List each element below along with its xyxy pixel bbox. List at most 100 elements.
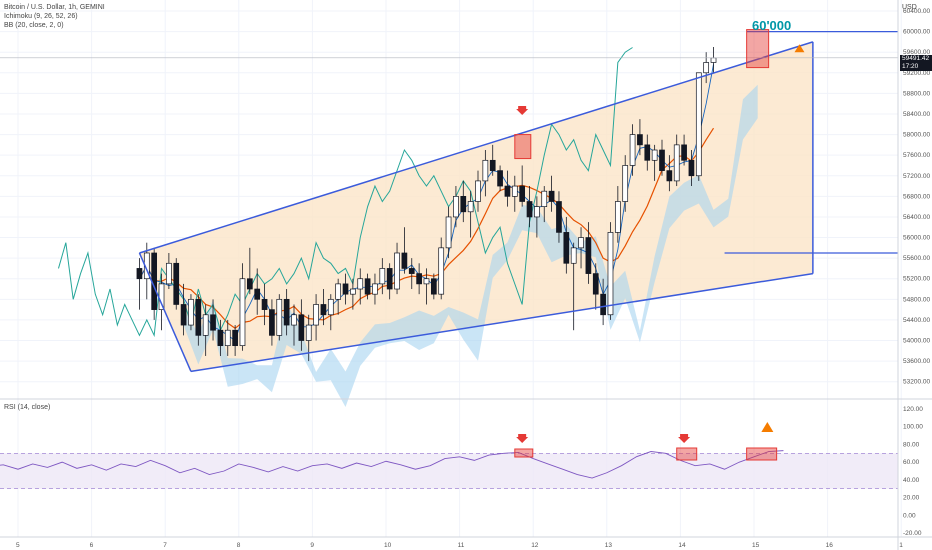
x-tick-label: 7 [163,542,167,549]
candle-body [386,268,393,290]
candle-body [173,262,180,305]
channel-lower-line [190,272,813,373]
rsi-marker-1 [516,434,529,443]
candle-body [482,159,489,182]
candle [173,258,180,310]
candle-body [497,170,503,187]
y-tick-label: 60000.00 [903,29,930,36]
candle [430,273,437,300]
candle [504,170,511,207]
candle-body [592,273,599,295]
y-tick-label: 54000.00 [903,338,930,345]
candle [651,144,658,181]
candle-body [283,298,290,326]
candle-body [600,293,606,316]
candle [357,268,364,305]
candle [592,263,599,310]
candle-body [556,201,562,233]
y-tick-label: 55200.00 [903,276,930,283]
candle-body [644,144,651,161]
rsi-tick-label: 60.00 [903,459,920,466]
channel-upper-line [139,41,814,254]
candle [445,206,452,259]
candle [401,227,408,274]
candle-body [305,324,312,341]
top-highlight-box [514,134,532,160]
candle [556,191,562,243]
candle-body [357,278,364,290]
candle [460,180,467,223]
rsi-tick-label: 40.00 [903,477,920,484]
candle-body [607,232,614,316]
candle [710,47,717,73]
y-tick-label: 57600.00 [903,152,930,159]
candle [681,134,687,166]
candle-body [408,268,415,274]
x-tick-label: 10 [384,542,392,549]
candle-body [504,185,511,197]
candle-body [217,329,224,347]
ichimoku-lagging-line [57,47,633,338]
y-tick-label: 58800.00 [903,90,930,97]
annotation-60k[interactable]: 60'000 [752,18,791,33]
candle [246,247,253,295]
x-tick-label: 8 [237,542,241,549]
candle-body [578,237,584,249]
candle-body [401,252,408,269]
candle [695,72,702,181]
ichimoku-cloud [183,84,758,407]
y-tick-label: 56800.00 [903,193,930,200]
last-price-tag: 59491.42 [900,55,932,63]
candle [600,278,606,326]
candle [467,191,474,238]
rsi-box-3 [746,447,778,461]
candle [497,165,503,192]
candle [659,139,665,176]
y-tick-label: 54400.00 [903,317,930,324]
candle-body [622,165,629,202]
countdown-tag: 17:20 [900,63,932,71]
x-tick-label: 9 [310,542,314,549]
candle [475,170,481,212]
rsi-tick-label: 20.00 [903,495,920,502]
candle-body [320,304,327,316]
legend-rsi[interactable]: RSI (14, close) [4,404,51,411]
candle [364,273,371,300]
candle [372,273,378,305]
drawings-layer[interactable] [0,29,898,373]
warning-icon [794,44,805,53]
rsi-tick-label: 100.00 [903,424,923,431]
x-tick-label: 15 [752,542,760,549]
candle [629,124,636,176]
candle-body [350,288,356,295]
candle [644,134,651,171]
candle-body [158,283,165,310]
legend-bb[interactable]: BB (20, close, 2, 0) [4,22,64,29]
candle [136,258,143,310]
candle-body [460,196,467,213]
candle-body [614,201,621,233]
candle-body [261,298,268,310]
candle [202,304,209,356]
candles-layer[interactable] [136,47,717,362]
candle-body [695,72,702,177]
candle [195,294,202,346]
candle-body [666,170,673,182]
legend-ichimoku[interactable]: Ichimoku (9, 26, 52, 26) [4,13,78,20]
candle [298,299,305,351]
candle-body [703,62,710,74]
candle-body [563,232,570,264]
rsi-panel[interactable] [0,422,898,490]
candle-body [637,134,643,146]
candle-body [188,298,194,326]
candle [188,294,194,331]
candle [180,283,187,336]
candle [232,325,238,356]
candle [269,299,275,346]
candle [519,165,526,207]
candle [703,52,710,84]
y-tick-label: 60400.00 [903,8,930,15]
candle-body [453,196,459,218]
